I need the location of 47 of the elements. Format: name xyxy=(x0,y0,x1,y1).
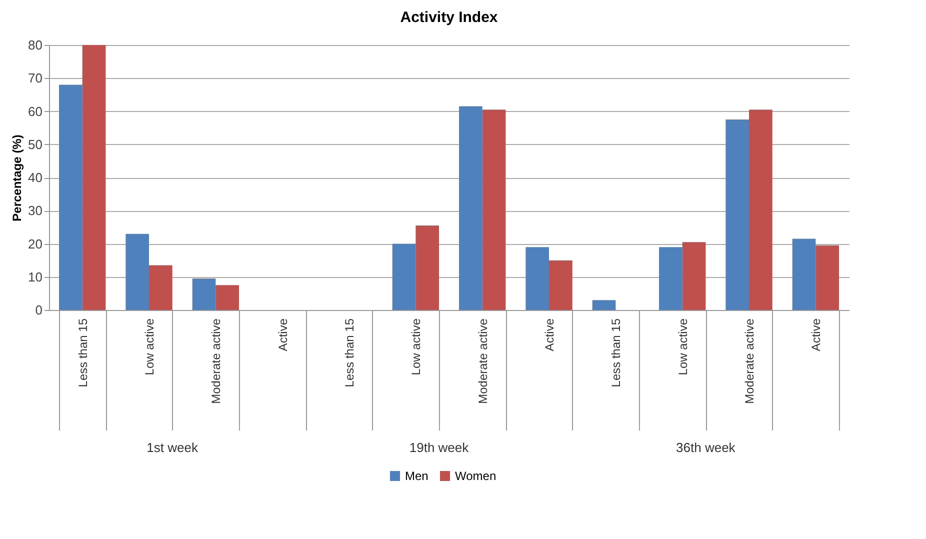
bar xyxy=(392,244,416,310)
bar xyxy=(749,110,772,310)
x-tick-label: Less than 15 xyxy=(342,318,356,388)
text: 19th week xyxy=(409,440,470,455)
text: 36th week xyxy=(676,440,736,455)
bar xyxy=(816,245,839,310)
chart-title: Activity Index xyxy=(400,9,498,26)
bar xyxy=(482,110,506,310)
x-tick-label: Active xyxy=(276,318,290,352)
bar xyxy=(682,242,706,310)
x-tick-label: Moderate active xyxy=(742,318,756,404)
y-tick-label: 50 xyxy=(28,136,42,152)
x-tick-label: Low active xyxy=(142,318,156,376)
x-tick-label: Active xyxy=(809,318,824,352)
bar xyxy=(126,234,149,310)
x-tick-label: Moderate active xyxy=(476,318,490,404)
bar xyxy=(192,278,216,310)
y-tick-label: 60 xyxy=(28,104,42,119)
x-tick-label: Low active xyxy=(409,318,424,376)
x-tick-label: Low active xyxy=(676,318,690,376)
bar xyxy=(592,300,616,310)
bar xyxy=(216,285,239,310)
y-tick-label: 70 xyxy=(28,70,42,86)
legend-label: Men xyxy=(405,469,428,483)
bar xyxy=(459,106,482,310)
bar xyxy=(526,247,549,310)
text: 1st week xyxy=(146,440,198,455)
legend-label: Women xyxy=(455,469,496,483)
x-tick-label: Active xyxy=(542,318,556,352)
y-tick-label: 40 xyxy=(28,170,42,185)
y-axis-title: Percentage (%) xyxy=(10,134,24,222)
y-tick-label: 0 xyxy=(35,302,42,318)
bar xyxy=(726,120,749,310)
bar xyxy=(792,238,816,310)
y-tick-label: 10 xyxy=(28,269,42,284)
x-tick-label: Less than 15 xyxy=(76,318,90,388)
bar xyxy=(549,260,572,310)
y-tick-label: 80 xyxy=(28,38,42,52)
x-tick-label: Less than 15 xyxy=(609,318,624,388)
bar xyxy=(416,226,439,310)
bar xyxy=(659,247,682,310)
bar xyxy=(149,265,172,310)
y-tick-label: 30 xyxy=(28,203,42,218)
bar xyxy=(82,45,106,310)
x-tick-label: Moderate active xyxy=(209,318,224,404)
bar xyxy=(59,84,82,310)
y-tick-label: 20 xyxy=(28,236,42,252)
